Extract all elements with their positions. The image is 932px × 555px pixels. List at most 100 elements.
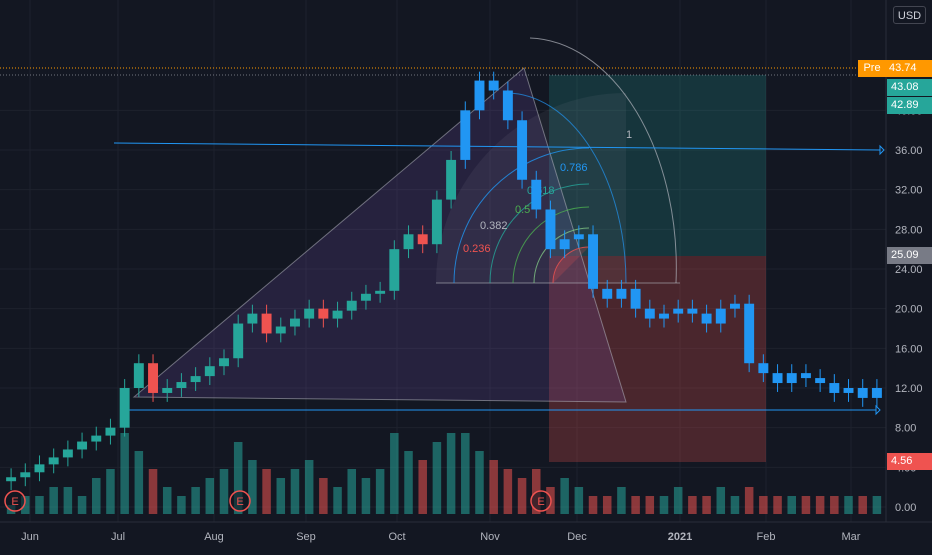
ray-arrow-upper-icon [879,144,885,156]
candle-body [176,382,187,388]
volume-bar [191,487,200,514]
candle-body [389,249,400,291]
volume-bar [432,442,442,514]
volume-bar [872,496,882,514]
volume-bar [830,496,839,514]
price-tick-label: 28.00 [895,224,923,236]
time-axis[interactable]: Jun Jul Aug Sep Oct Nov Dec 2021 Feb Mar [21,531,861,543]
candle-body [602,288,613,299]
volume-bar [773,496,782,514]
earnings-marker-3[interactable]: E [530,490,552,512]
candle-body [190,376,201,383]
candle-body [800,373,811,379]
volume-bar [162,487,172,514]
candle-body [701,313,712,324]
volume-bar [461,433,470,514]
candle-body [148,363,158,393]
time-tick-label: Dec [567,531,587,543]
volume-bar [49,487,58,514]
fib-level-label: 0.786 [560,162,588,174]
volume-bar [844,496,853,514]
volume-bar [659,496,669,514]
candle-body [488,80,499,91]
candle-body [233,323,244,359]
volume-bar [319,478,328,514]
fib-arc [489,183,590,284]
earnings-marker-2[interactable]: E [229,490,251,512]
earnings-marker-1[interactable]: E [4,490,26,512]
volume-bar [673,487,683,514]
price-tick-label: 24.00 [895,264,923,276]
fib-arc [512,206,590,284]
volume-bar [759,496,768,514]
volume-bar [177,496,186,514]
candle-body [446,159,457,200]
reward-zone[interactable] [549,75,766,256]
volume-bar [361,478,371,514]
fib-level-label: 0.236 [463,243,491,255]
candle-body [332,310,343,319]
candle-body [687,308,698,314]
candle-body [659,313,669,319]
volume-bar [815,496,825,514]
fib-level-label: 0.382 [480,220,508,232]
candle-body [730,303,740,309]
currency-selector[interactable]: USD [893,6,926,24]
candle-body [616,288,627,299]
candle-body [431,199,442,245]
volume-bar [631,496,640,514]
volume-bar [77,496,87,514]
volume-bar [517,478,527,514]
risk-zone[interactable] [549,256,766,462]
volume-bar [63,487,73,514]
price-tag-high: 43.08 [887,79,932,96]
volume-bar [489,460,498,514]
candle-body [644,308,655,319]
candle-body [275,326,286,334]
volume-bar [262,469,271,514]
volume-bar [148,469,158,514]
price-axis[interactable]: 40.0036.0032.0028.0024.0020.0016.0012.00… [895,105,923,514]
candle-body [744,303,755,364]
pre-value: 43.74 [889,62,917,74]
candle-body [6,477,17,482]
candle-body [48,457,59,465]
volume-bar [418,460,427,514]
volume-bar [106,469,115,514]
price-tick-label: 36.00 [895,145,923,157]
candle-body [20,472,31,478]
volume-bar [290,469,300,514]
price-tick-label: 20.00 [895,304,923,316]
candle-body [871,388,882,398]
price-tick-label: 12.00 [895,383,923,395]
time-tick-label: Sep [296,531,316,543]
volume-bar [503,469,513,514]
fib-level-label: 1 [626,129,632,141]
volume-bar [304,460,314,514]
pre-market-tag: Pre 43.74 [858,60,932,77]
earnings-label: E [537,496,544,508]
ray-arrow-lower-icon [875,404,881,416]
volume-bar [574,487,584,514]
candle-body [62,449,73,458]
volume-bar [716,487,726,514]
price-series[interactable] [6,71,882,491]
candle-body [815,378,826,384]
price-tick-label: 8.00 [895,423,916,435]
candle-body [857,388,868,398]
volume-bar [120,433,129,514]
volume-bar [233,442,243,514]
price-tick-label: 32.00 [895,185,923,197]
candle-body [829,383,840,393]
volume-bar [858,496,867,514]
volume-bar [688,496,697,514]
time-tick-label: Feb [757,531,776,543]
horizontal-ray-upper[interactable] [113,142,881,151]
time-tick-label: Jun [21,531,39,543]
fib-level-label: 0.5 [515,204,530,216]
time-tick-label: Jul [111,531,125,543]
volume-bars [6,433,882,514]
volume-bar [21,496,30,514]
